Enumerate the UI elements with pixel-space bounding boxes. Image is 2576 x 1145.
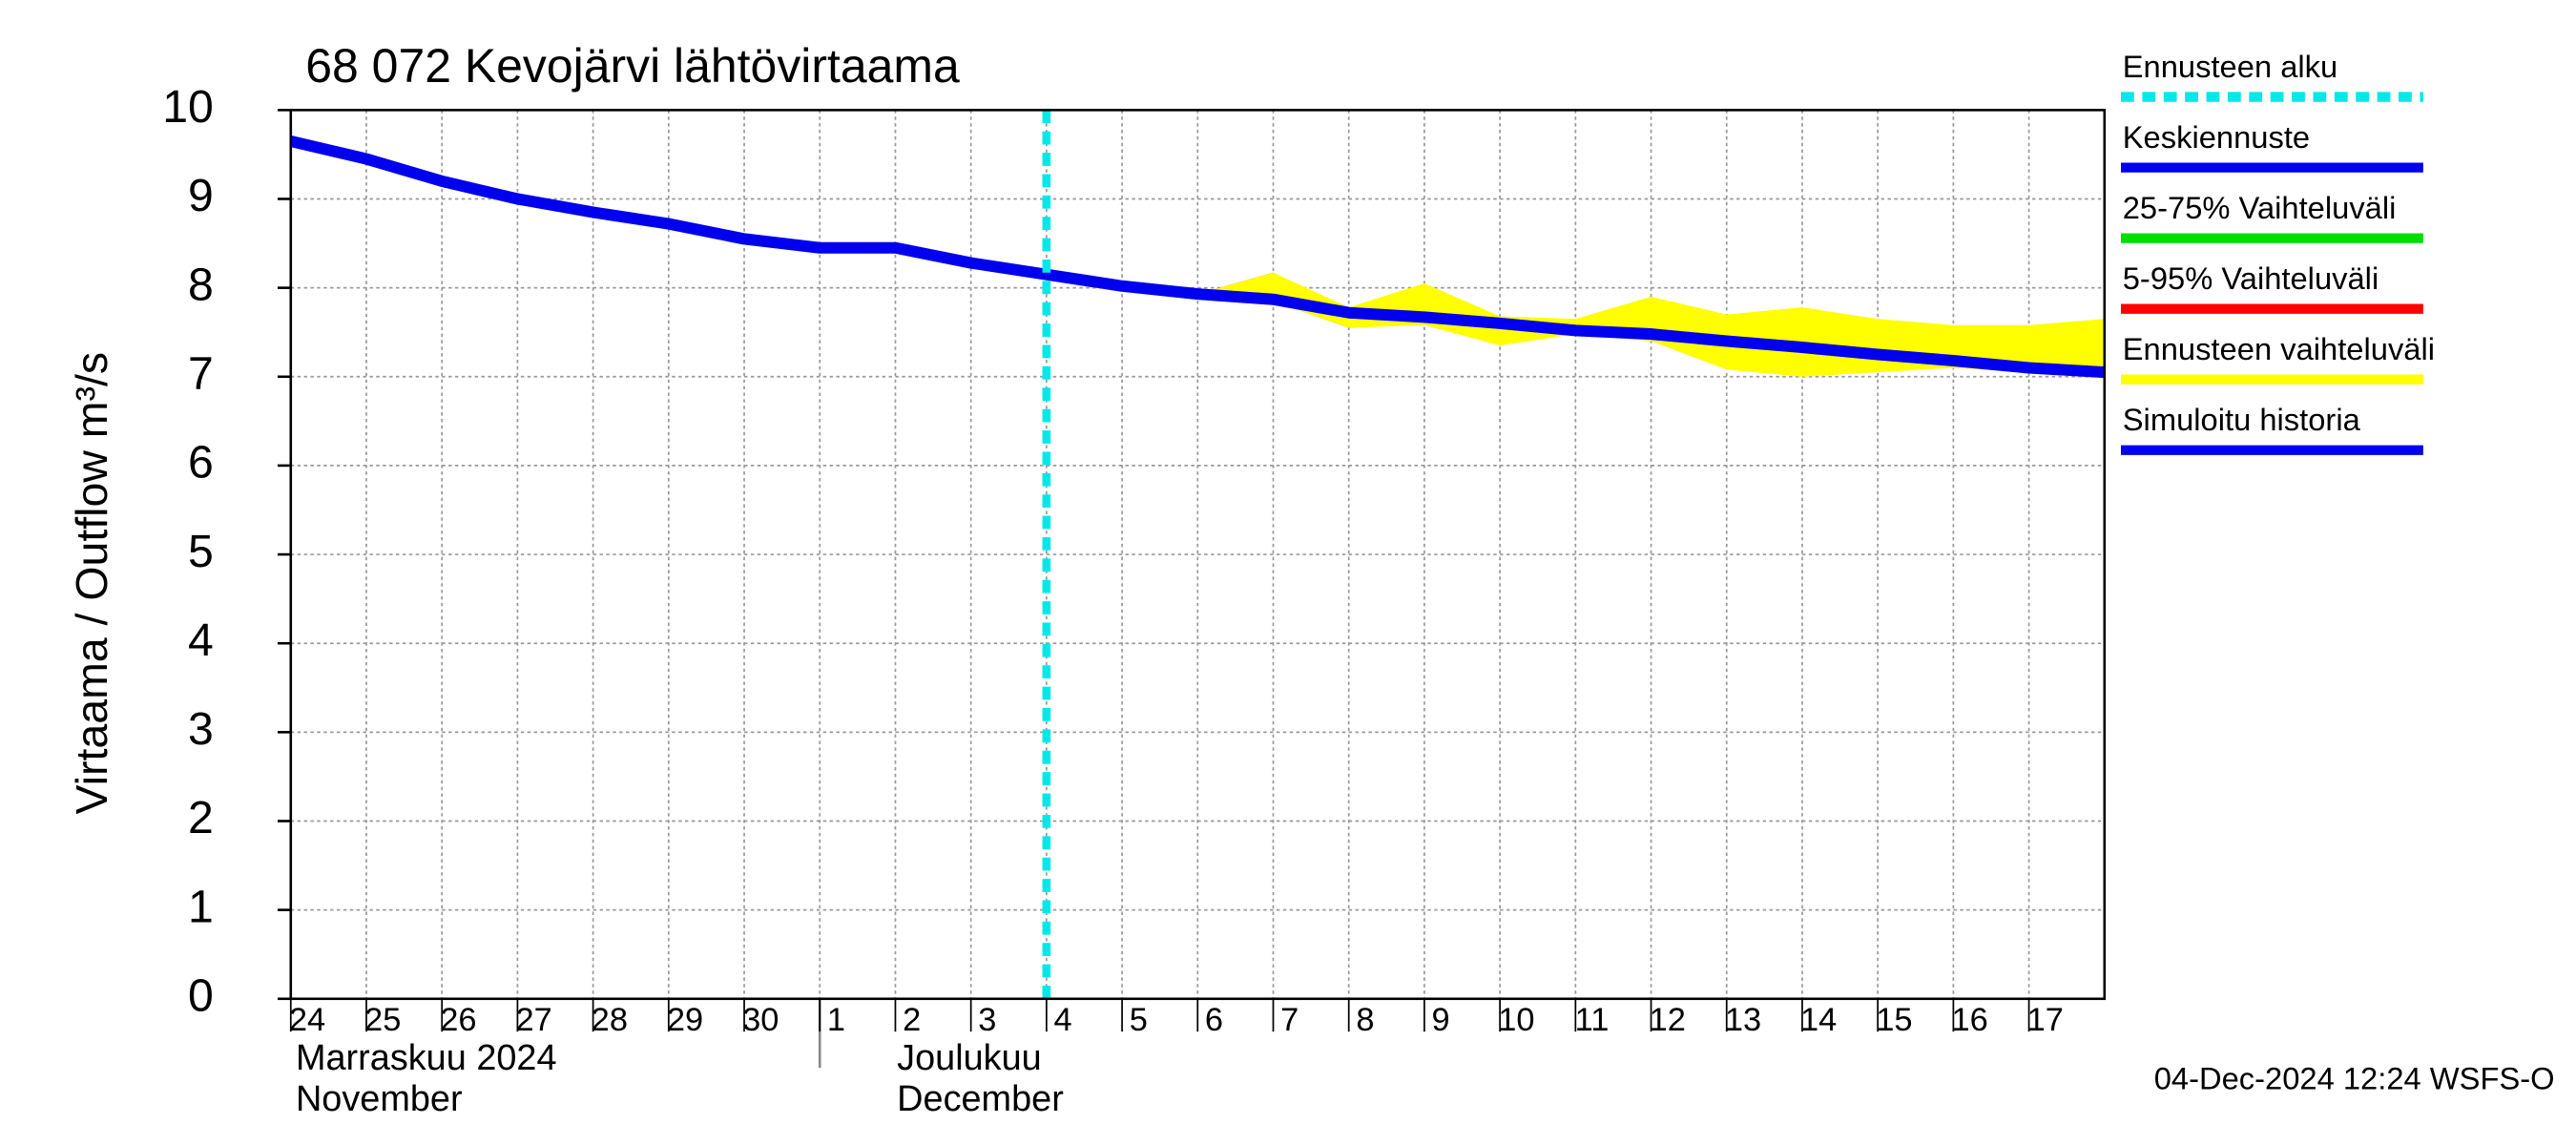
y-axis-label: Virtaama / Outflow m³/s [67,352,116,815]
x-tick-label: 25 [364,1002,401,1038]
x-tick-label: 17 [2027,1002,2064,1038]
x-tick-label: 29 [667,1002,703,1038]
x-tick-label: 2 [903,1002,921,1038]
line [289,135,1048,281]
x-tick-label: 9 [1432,1002,1450,1038]
y-tick-label: 0 [188,970,214,1022]
legend-label: Ennusteen alku [2123,49,2337,84]
x-tick-label: 14 [1800,1002,1837,1038]
y-tick-label: 10 [162,81,214,133]
legend-label: 25-75% Vaihteluväli [2123,190,2397,225]
x-tick-label: 5 [1130,1002,1148,1038]
x-tick-label: 30 [742,1002,779,1038]
x-tick-label: 12 [1650,1002,1686,1038]
legend-label: Ennusteen vaihteluväli [2123,331,2435,366]
x-tick-label: 11 [1575,1002,1610,1038]
x-tick-label: 13 [1725,1002,1761,1038]
y-tick-label: 5 [188,526,214,577]
y-tick-label: 1 [188,881,214,932]
x-tick-label: 27 [515,1002,551,1038]
x-tick-label: 4 [1054,1002,1072,1038]
footer: 04-Dec-2024 12:24 WSFS-O [2154,1060,2555,1095]
y-tick-label: 4 [188,614,214,666]
chart-title: 68 072 Kevojärvi lähtövirtaama [305,39,960,93]
x-tick-label: 1 [827,1002,845,1038]
x-tick-label: 3 [978,1002,996,1038]
y-tick-label: 7 [188,348,214,400]
month-sublabel: December [897,1079,1064,1119]
legend-label: Keskiennuste [2123,119,2310,155]
legend-label: Simuloitu historia [2123,402,2361,437]
y-tick-label: 6 [188,437,214,489]
x-tick-label: 24 [289,1002,325,1038]
x-tick-label: 15 [1876,1002,1912,1038]
y-tick-label: 8 [188,259,214,310]
x-tick-label: 7 [1280,1002,1298,1038]
x-tick-label: 28 [592,1002,628,1038]
x-tick-label: 8 [1356,1002,1374,1038]
month-label: Joulukuu [897,1038,1042,1078]
month-label: Marraskuu 2024 [296,1038,557,1078]
y-tick-label: 2 [188,792,214,843]
month-sublabel: November [296,1079,463,1119]
y-tick-label: 3 [188,703,214,755]
x-tick-label: 10 [1498,1002,1534,1038]
plot-frame [289,109,2107,1001]
x-tick-label: 6 [1205,1002,1223,1038]
x-tick-label: 16 [1951,1002,1987,1038]
y-tick-label: 9 [188,170,214,221]
x-tick-label: 26 [440,1002,476,1038]
line [1045,268,2106,379]
legend-label: 5-95% Vaihteluväli [2123,260,2379,296]
